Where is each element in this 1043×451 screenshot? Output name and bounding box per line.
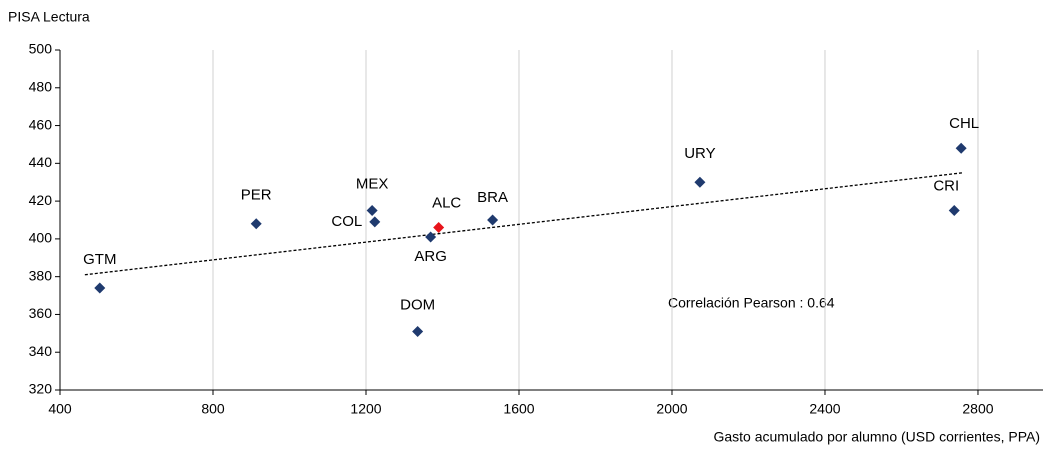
point-label: URY	[684, 145, 715, 162]
point-label: CRI	[933, 178, 959, 195]
point-label: PER	[241, 187, 272, 204]
point-label: DOM	[400, 296, 435, 313]
point-label: MEX	[356, 176, 389, 193]
y-tick-label: 400	[29, 230, 53, 246]
point-label: GTM	[83, 251, 116, 268]
point-label: COL	[331, 213, 362, 230]
x-axis-label: Gasto acumulado por alumno (USD corrient…	[713, 429, 1040, 445]
x-tick-label: 1200	[350, 401, 381, 417]
point-label: ARG	[414, 248, 447, 265]
x-tick-label: 1600	[503, 401, 534, 417]
x-tick-label: 400	[48, 401, 72, 417]
point	[433, 222, 445, 234]
trendline	[84, 172, 963, 276]
point	[250, 218, 262, 230]
point	[487, 214, 499, 226]
y-axis-label: PISA Lectura	[8, 9, 90, 25]
point	[412, 325, 424, 337]
point	[694, 176, 706, 188]
y-tick-label: 380	[29, 267, 53, 283]
x-tick-label: 2000	[656, 401, 687, 417]
point	[94, 282, 106, 294]
y-tick-label: 320	[29, 381, 53, 397]
point-label: ALC	[432, 195, 461, 212]
point	[955, 142, 967, 154]
point-label: BRA	[477, 189, 508, 206]
y-tick-label: 360	[29, 305, 53, 321]
annotation: Correlación Pearson : 0.64	[668, 295, 835, 311]
x-tick-label: 800	[201, 401, 225, 417]
y-tick-label: 500	[29, 41, 53, 57]
y-tick-label: 480	[29, 78, 53, 94]
y-tick-label: 440	[29, 154, 53, 170]
point	[425, 231, 437, 243]
y-tick-label: 460	[29, 116, 53, 132]
point	[948, 205, 960, 217]
x-tick-label: 2800	[962, 401, 993, 417]
point	[369, 216, 381, 228]
point	[366, 205, 378, 217]
y-tick-label: 340	[29, 343, 53, 359]
point-label: CHL	[949, 115, 979, 132]
y-tick-label: 420	[29, 192, 53, 208]
x-tick-label: 2400	[809, 401, 840, 417]
